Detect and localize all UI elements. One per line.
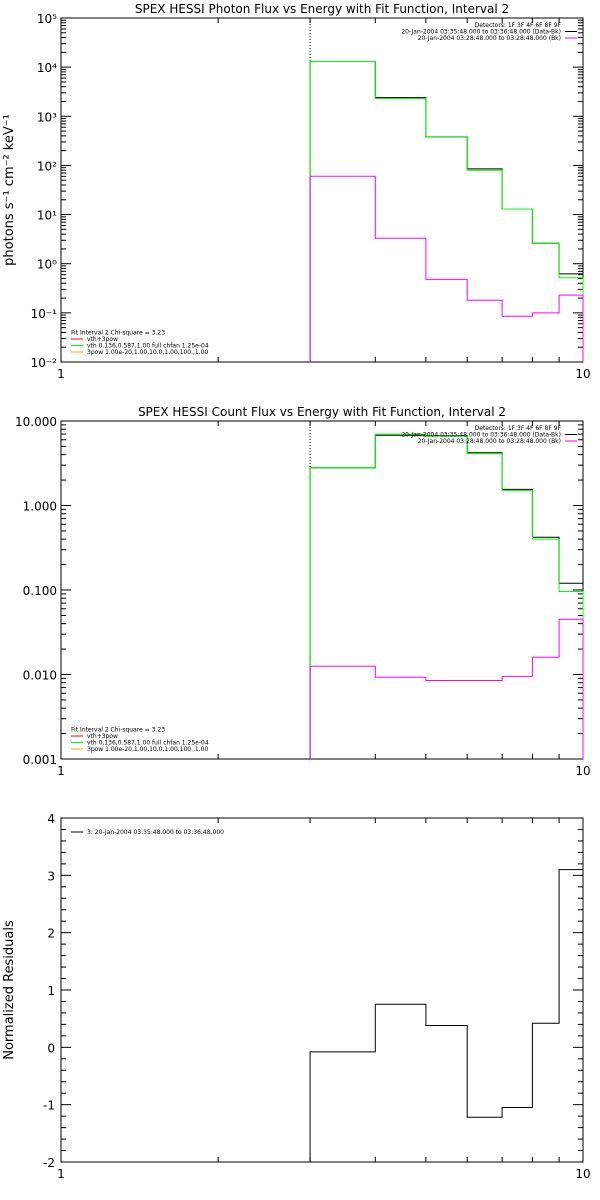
x-tick-label: 1 xyxy=(57,764,65,778)
plot-frame xyxy=(60,420,584,760)
legend-entry: vth 0.136,0.587,1.00 full chfan 1.25e-04 xyxy=(87,740,209,747)
y-tick-label: 10¹ xyxy=(37,209,57,223)
x-tick-label: 10 xyxy=(575,1167,590,1181)
y-axis-label: Normalized Residuals xyxy=(2,920,17,1060)
y-tick-label: 10⁻² xyxy=(31,356,58,370)
series-2-step-line xyxy=(309,618,584,759)
legend-entry: vth+3pow xyxy=(87,336,118,343)
y-tick-label: 3 xyxy=(47,869,55,883)
y-tick-label: 10⁵ xyxy=(37,12,57,26)
y-tick-label: 0.010 xyxy=(23,669,57,683)
legend-entry: Fit Interval 2 Chi-square = 3.23 xyxy=(71,330,165,337)
y-tick-label: 10⁻¹ xyxy=(31,307,58,321)
chart-title: SPEX HESSI Photon Flux vs Energy with Fi… xyxy=(135,2,509,16)
y-tick-label: -1 xyxy=(43,1099,55,1113)
x-tick-label: 10 xyxy=(575,764,590,778)
chart-title: SPEX HESSI Count Flux vs Energy with Fit… xyxy=(138,405,506,419)
y-tick-label: 10³ xyxy=(37,110,57,124)
y-tick-label: 1.000 xyxy=(23,500,57,514)
x-tick-label: 10 xyxy=(575,367,590,381)
y-axis-label: photons s⁻¹ cm⁻² keV⁻¹ xyxy=(2,114,17,266)
legend-entry: 3: 20-Jan-2004 03:35:48.000 to 03:36:48.… xyxy=(87,829,224,836)
y-tick-label: 1 xyxy=(47,984,55,998)
legend-entry: 20-Jan-2004 03:28:48.000 to 03:28:48.000… xyxy=(418,35,561,42)
series-1-step-line xyxy=(309,61,584,362)
series-0-step-line xyxy=(309,869,584,1162)
y-tick-label: 4 xyxy=(47,812,55,826)
plot-frame xyxy=(60,17,584,363)
legend-entry: Detectors: 1F 3F 4F 6F 8F 9F xyxy=(475,425,562,432)
series-0-step-line xyxy=(309,61,584,362)
legend-entry: 3pow 1.00e-20,1.00,10.0,1.00,100.,1.00 xyxy=(87,349,208,356)
y-tick-label: 2 xyxy=(47,927,55,941)
y-tick-label: 10² xyxy=(37,159,57,173)
legend-entry: Detectors: 1F 3F 4F 6F 8F 9F xyxy=(475,22,562,29)
legend-entry: 3pow 1.00e-20,1.00,10.0,1.00,100.,1.00 xyxy=(87,746,208,753)
legend-entry: 20-Jan-2004 03:35:48.000 to 03:36:48.000… xyxy=(401,29,561,36)
x-tick-label: 1 xyxy=(57,367,65,381)
y-tick-label: 10⁴ xyxy=(37,61,57,75)
series-0-step-line xyxy=(309,434,584,759)
legend-entry: Fit Interval 2 Chi-square = 3.23 xyxy=(71,727,165,734)
y-tick-label: 0 xyxy=(47,1041,55,1055)
plot-frame xyxy=(60,817,584,1163)
legend-entry: vth+3pow xyxy=(87,733,118,740)
x-tick-label: 1 xyxy=(57,1167,65,1181)
y-tick-label: 0.001 xyxy=(23,753,57,767)
y-tick-label: 0.100 xyxy=(23,584,57,598)
legend-entry: 20-Jan-2004 03:28:48.000 to 03:28:48.000… xyxy=(418,438,561,445)
legend-entry: vth 0.136,0.587,1.00 full chfan 1.25e-04 xyxy=(87,343,209,350)
y-tick-label: 10⁰ xyxy=(37,258,57,272)
y-tick-label: 10.000 xyxy=(15,415,57,429)
y-tick-label: -2 xyxy=(43,1156,55,1170)
series-1-step-line xyxy=(309,433,584,759)
legend-entry: 20-Jan-2004 03:35:48.000 to 03:36:48.000… xyxy=(401,432,561,439)
series-2-step-line xyxy=(309,175,584,362)
